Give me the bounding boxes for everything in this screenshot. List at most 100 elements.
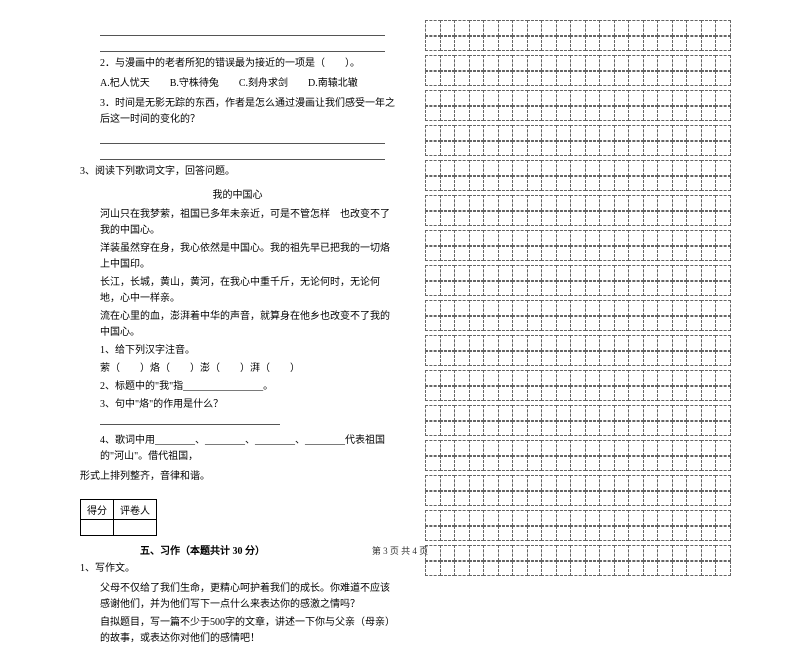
grid-cell: [672, 440, 688, 456]
grid-cell: [498, 526, 514, 542]
grid-cell: [469, 36, 485, 52]
grid-cell: [440, 20, 456, 36]
grid-cell: [628, 160, 644, 176]
grid-cell: [454, 36, 470, 52]
grid-cell: [556, 265, 572, 281]
grid-cell: [672, 561, 688, 577]
grid-cell: [570, 106, 586, 122]
grid-cell: [686, 20, 702, 36]
grid-cell: [440, 176, 456, 192]
grid-cell: [469, 510, 485, 526]
grid-cell: [541, 335, 557, 351]
grid-row: [425, 370, 740, 386]
grid-cell: [657, 526, 673, 542]
grid-cell: [672, 370, 688, 386]
grid-cell: [715, 281, 731, 297]
poem-title: 我的中国心: [80, 186, 395, 201]
grid-cell: [643, 125, 659, 141]
grid-cell: [498, 475, 514, 491]
grid-cell: [599, 281, 615, 297]
grid-cell: [628, 386, 644, 402]
grid-cell: [570, 456, 586, 472]
grid-cell: [614, 230, 630, 246]
grid-cell: [498, 370, 514, 386]
grid-cell: [541, 90, 557, 106]
grid-cell: [454, 125, 470, 141]
grid-cell: [686, 370, 702, 386]
grid-cell: [686, 211, 702, 227]
question-2-options: A.杞人忧天 B.守株待兔 C.刻舟求剑 D.南辕北辙: [100, 76, 395, 92]
grid-cell: [527, 456, 543, 472]
grid-cell: [469, 475, 485, 491]
grid-cell: [672, 230, 688, 246]
writing-p1: 父母不仅给了我们生命，更精心呵护着我们的成长。你难道不应该感谢他们，并为他们写下…: [100, 581, 395, 613]
grid-cell: [483, 160, 499, 176]
grid-cell: [599, 491, 615, 507]
grid-cell: [686, 125, 702, 141]
grid-cell: [657, 351, 673, 367]
grid-cell: [541, 106, 557, 122]
grid-cell: [527, 141, 543, 157]
grid-cell: [657, 20, 673, 36]
grid-cell: [672, 405, 688, 421]
grid-cell: [469, 141, 485, 157]
grid-cell: [440, 351, 456, 367]
grid-cell: [498, 176, 514, 192]
grid-cell: [498, 281, 514, 297]
grid-cell: [686, 71, 702, 87]
grid-cell: [715, 510, 731, 526]
score-header-score: 得分: [81, 500, 114, 520]
grid-cell: [686, 265, 702, 281]
grid-cell: [425, 510, 441, 526]
grid-cell: [686, 475, 702, 491]
grid-cell: [570, 20, 586, 36]
grid-cell: [715, 90, 731, 106]
grid-cell: [628, 526, 644, 542]
grid-cell: [425, 561, 441, 577]
grid-cell: [614, 351, 630, 367]
grid-cell: [425, 456, 441, 472]
grid-cell: [672, 90, 688, 106]
grid-cell: [686, 316, 702, 332]
grid-cell: [469, 386, 485, 402]
poem-line: 洋装虽然穿在身，我心依然是中国心。我的祖先早已把我的一切烙上中国印。: [100, 241, 395, 273]
grid-row: [425, 316, 740, 332]
grid-cell: [541, 526, 557, 542]
grid-cell: [498, 440, 514, 456]
grid-cell: [556, 386, 572, 402]
grid-cell: [469, 281, 485, 297]
grid-block: [425, 230, 740, 261]
grid-cell: [672, 160, 688, 176]
grid-cell: [585, 300, 601, 316]
grid-cell: [556, 90, 572, 106]
grid-cell: [425, 421, 441, 437]
grid-cell: [657, 475, 673, 491]
page-container: 2．与漫画中的老者所犯的错误最为接近的一项是（ ）。 A.杞人忧天 B.守株待兔…: [0, 0, 800, 565]
grid-cell: [570, 36, 586, 52]
grid-cell: [599, 141, 615, 157]
grid-cell: [512, 106, 528, 122]
grid-cell: [454, 20, 470, 36]
grid-cell: [657, 195, 673, 211]
grid-row: [425, 125, 740, 141]
grid-cell: [425, 526, 441, 542]
grid-cell: [512, 176, 528, 192]
grid-cell: [469, 561, 485, 577]
grid-block: [425, 20, 740, 51]
grid-cell: [469, 211, 485, 227]
grid-cell: [585, 526, 601, 542]
grid-cell: [657, 370, 673, 386]
grid-cell: [701, 176, 717, 192]
grid-cell: [715, 491, 731, 507]
grid-cell: [454, 195, 470, 211]
grid-cell: [498, 211, 514, 227]
grid-cell: [686, 246, 702, 262]
grid-cell: [570, 526, 586, 542]
grid-cell: [599, 71, 615, 87]
grid-cell: [469, 176, 485, 192]
grid-cell: [701, 141, 717, 157]
grid-cell: [628, 230, 644, 246]
grid-cell: [599, 370, 615, 386]
grid-cell: [715, 526, 731, 542]
grid-cell: [440, 36, 456, 52]
